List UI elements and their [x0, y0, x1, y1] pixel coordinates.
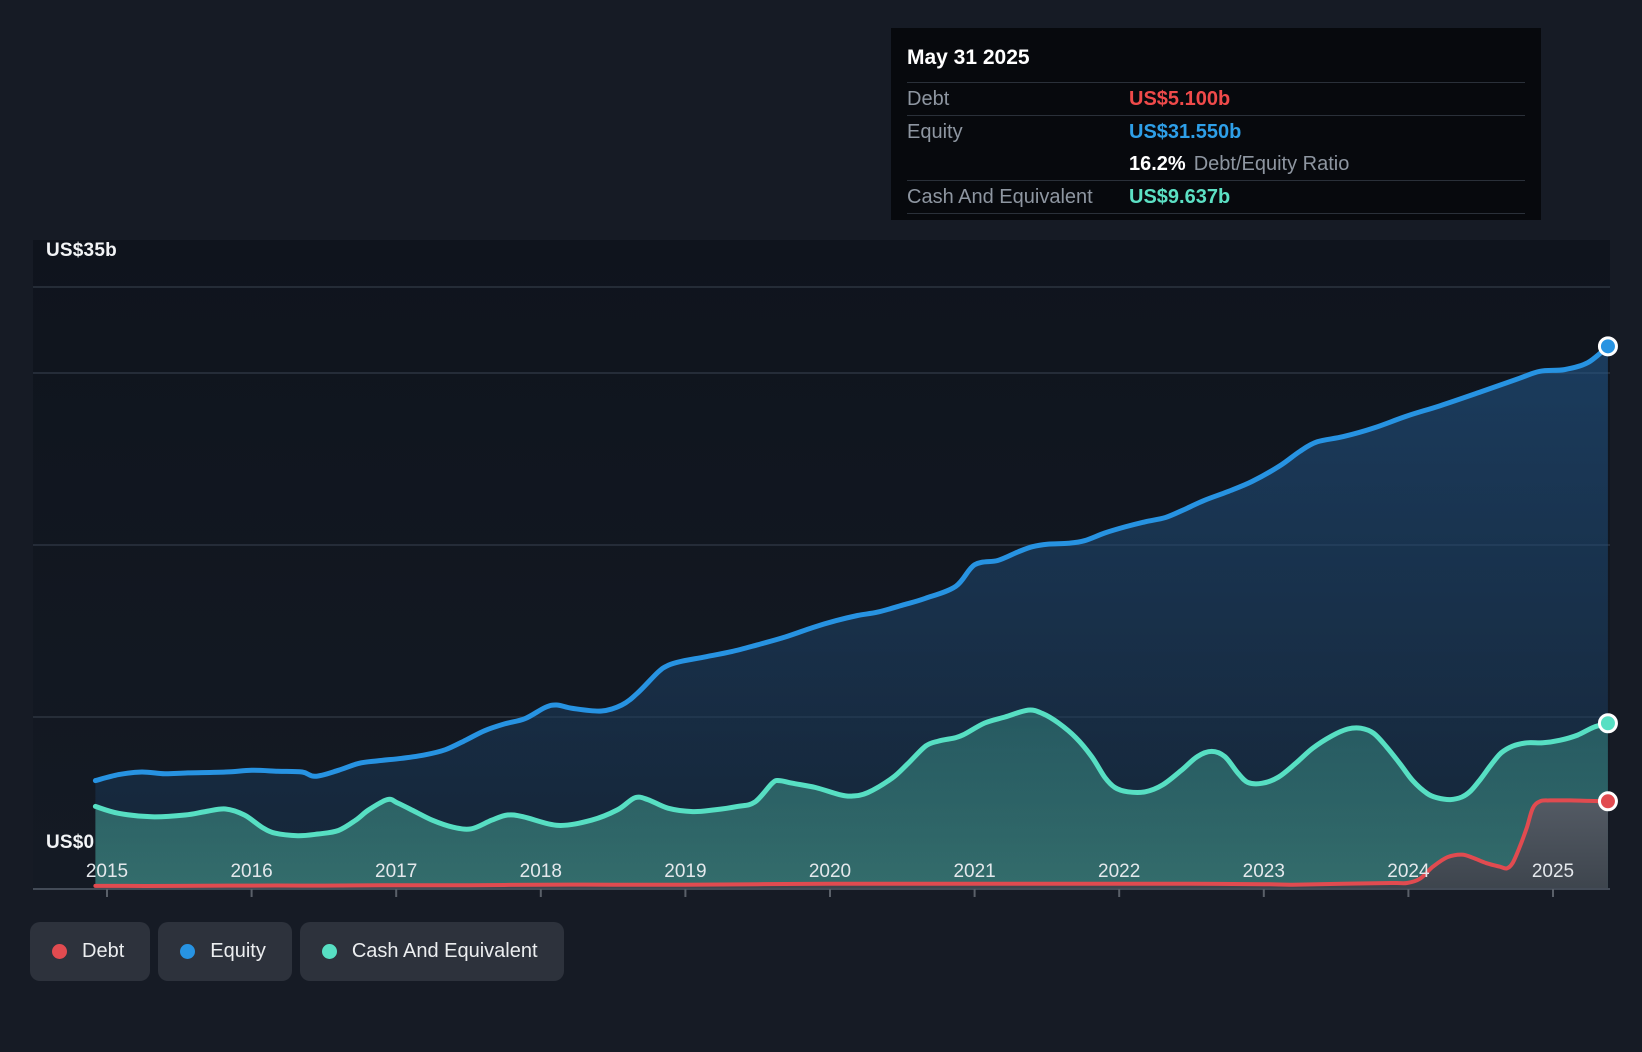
y-axis-label-zero: US$0 [46, 832, 95, 853]
debt-line [93, 798, 1610, 888]
legend-cash-label: Cash And Equivalent [351, 940, 538, 962]
legend-debt-label: Debt [82, 940, 125, 962]
cash-area [95, 709, 1608, 889]
tooltip-row-ratio: 16.2% Debt/Equity Ratio [907, 148, 1525, 181]
x-axis-label-2024: 2024 [1387, 861, 1430, 882]
tooltip-ratio-value: 16.2% [1129, 152, 1186, 175]
tooltip-ratio-label: Debt/Equity Ratio [1193, 152, 1350, 175]
tooltip-equity-value: US$31.550b [1129, 120, 1242, 143]
tooltip-row-debt: Debt US$5.100b [907, 83, 1525, 116]
tooltip-cash-label: Cash And Equivalent [907, 185, 1093, 208]
cash-and-equivalent-line [92, 707, 1611, 839]
chart-tooltip: May 31 2025 Debt US$5.100b Equity US$31.… [891, 28, 1541, 220]
tooltip-row-cash: Cash And Equivalent US$9.637b [907, 181, 1525, 214]
x-axis-label-2017: 2017 [375, 861, 418, 882]
equity-line [92, 343, 1611, 784]
y-axis-label-max: US$35b [46, 240, 117, 261]
legend-item-debt[interactable]: Debt [30, 922, 151, 981]
legend-item-equity[interactable]: Equity [158, 922, 292, 981]
equity-dot-icon [180, 944, 196, 959]
tooltip-date: May 31 2025 [907, 40, 1525, 83]
x-axis-label-2025: 2025 [1531, 861, 1575, 882]
tooltip-equity-label: Equity [907, 120, 963, 143]
cash-dot-icon [321, 944, 337, 959]
legend-equity-label: Equity [210, 940, 266, 962]
x-axis-label-2019: 2019 [664, 861, 707, 882]
tooltip-cash-value: US$9.637b [1129, 185, 1231, 208]
x-axis-label-2016: 2016 [230, 861, 273, 882]
tooltip-row-equity: Equity US$31.550b [907, 116, 1525, 148]
equity-end-marker[interactable] [1597, 336, 1618, 357]
cash-and-equivalent-end-marker[interactable] [1597, 713, 1618, 734]
x-axis-label-2021: 2021 [953, 861, 996, 882]
debt-area [95, 800, 1608, 889]
tooltip-debt-label: Debt [907, 87, 950, 110]
legend-item-cash[interactable]: Cash And Equivalent [299, 922, 564, 981]
chart-legend: Debt Equity Cash And Equivalent [30, 922, 564, 981]
debt-end-marker[interactable] [1597, 791, 1618, 812]
x-axis-label-2022: 2022 [1098, 861, 1141, 882]
x-axis-label-2015: 2015 [85, 861, 129, 882]
debt-dot-icon [52, 944, 67, 959]
x-axis-label-2018: 2018 [519, 861, 562, 882]
tooltip-debt-value: US$5.100b [1129, 87, 1231, 110]
x-axis-label-2020: 2020 [808, 861, 852, 882]
x-axis-label-2023: 2023 [1242, 861, 1285, 882]
